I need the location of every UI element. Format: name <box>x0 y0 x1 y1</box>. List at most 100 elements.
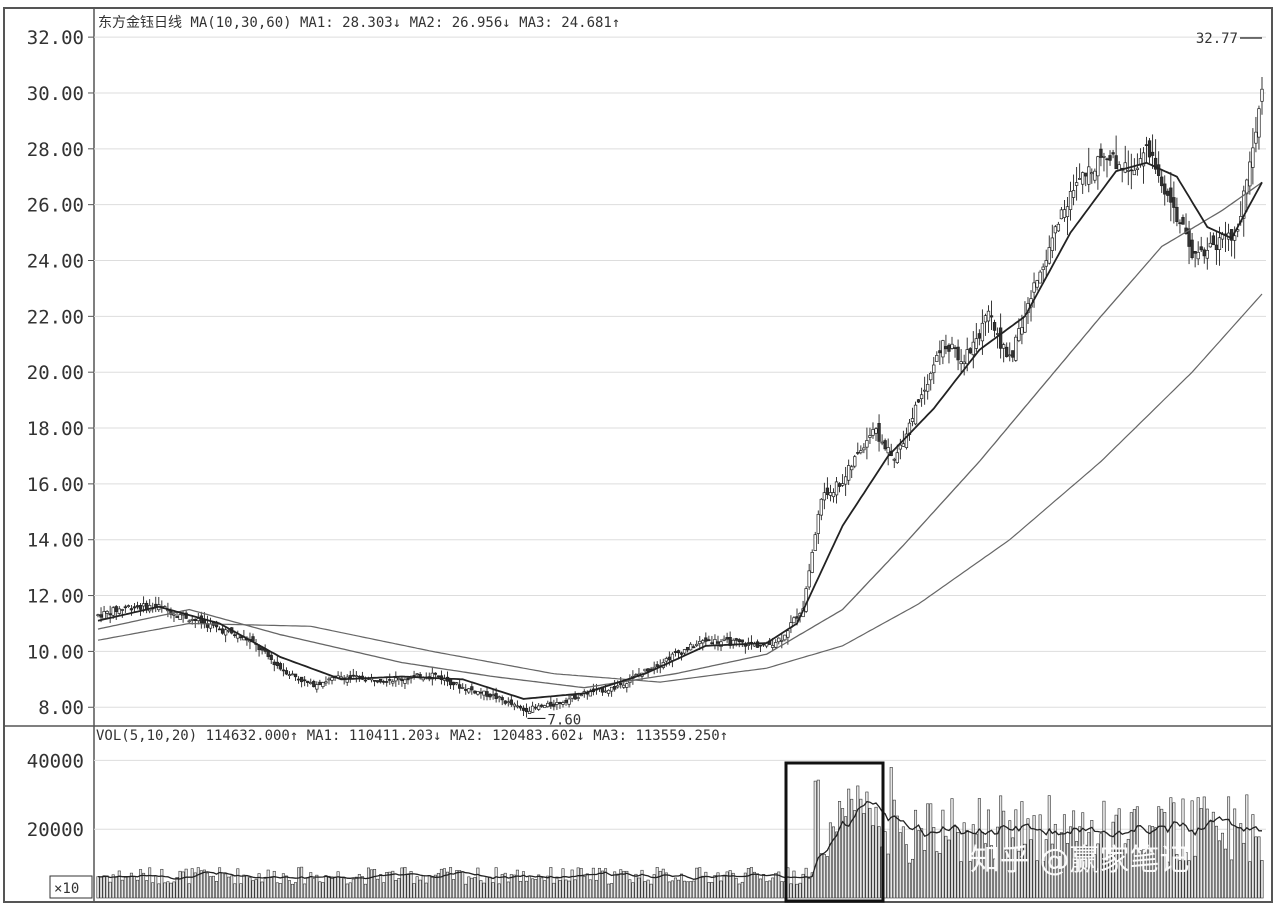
candle-body <box>761 643 766 646</box>
volume-bar <box>1166 861 1170 899</box>
volume-bar <box>643 881 647 899</box>
candle-body <box>1081 172 1085 185</box>
volume-bar <box>570 869 574 899</box>
volume-bar <box>506 881 510 899</box>
volume-bar <box>856 785 860 899</box>
volume-bar <box>126 876 130 899</box>
candle-body <box>372 679 377 682</box>
candle-body <box>175 616 179 618</box>
candle-body <box>1114 155 1118 170</box>
volume-bar <box>1020 801 1024 899</box>
volume-bar <box>1087 832 1091 899</box>
candle-body <box>135 605 140 608</box>
volume-bar <box>424 882 428 899</box>
volume-bar <box>464 883 468 899</box>
candle-body <box>980 322 985 342</box>
volume-bar <box>1208 821 1212 899</box>
candle-body <box>451 681 456 686</box>
volume-bar <box>634 873 638 899</box>
volume-bar <box>403 867 407 899</box>
candle-body <box>673 651 678 653</box>
candle-body <box>1105 158 1109 161</box>
volume-bar <box>1096 843 1100 899</box>
volume-bar <box>1062 814 1066 899</box>
candle-body <box>822 492 827 501</box>
volume-bar <box>567 880 571 899</box>
volume-bar <box>865 791 869 899</box>
volume-bar <box>944 835 948 899</box>
price-tick-label: 26.00 <box>27 195 84 217</box>
candle-body <box>509 699 513 705</box>
candle-body <box>500 697 504 701</box>
candle-body <box>989 315 994 318</box>
candle-body <box>625 683 629 688</box>
candle-body <box>497 696 501 699</box>
volume-bar <box>230 875 234 899</box>
candle-body <box>685 646 690 651</box>
volume-bar <box>917 830 921 899</box>
volume-bar <box>543 880 547 899</box>
volume-bar <box>1163 812 1167 899</box>
volume-bar <box>996 826 1000 899</box>
volume-bar <box>157 883 161 899</box>
volume-bar <box>503 872 507 899</box>
volume-bar <box>664 872 668 899</box>
volume-bar <box>248 877 252 899</box>
volume-bar <box>1126 838 1130 899</box>
volume-bar <box>555 877 559 899</box>
volume-bar <box>929 803 933 899</box>
price-header: 东方金钰日线 MA(10,30,60) MA1: 28.303↓ MA2: 26… <box>98 15 620 31</box>
volume-header: VOL(5,10,20) 114632.000↑ MA1: 110411.203… <box>96 728 728 744</box>
volume-bar <box>956 832 960 899</box>
volume-bar <box>771 877 775 899</box>
volume-bar <box>1056 850 1060 899</box>
candle-body <box>105 611 109 614</box>
candle-body <box>1175 206 1179 222</box>
volume-bar <box>382 882 386 899</box>
candle-body <box>859 450 863 454</box>
volume-tick-label: 40000 <box>27 750 84 772</box>
candle-body <box>1163 183 1167 195</box>
volume-bar <box>488 876 492 899</box>
candle-body <box>351 674 355 677</box>
volume-bar <box>1072 810 1076 899</box>
volume-bar <box>1093 854 1097 899</box>
volume-bar <box>1160 808 1164 899</box>
volume-bar <box>1029 839 1033 899</box>
price-tick-label: 32.00 <box>27 27 84 49</box>
candle-body <box>196 618 200 622</box>
volume-bar <box>1148 825 1152 899</box>
candle-body <box>956 346 960 361</box>
volume-bar <box>619 869 623 899</box>
candle-body <box>272 661 276 666</box>
candle-body <box>506 701 510 704</box>
volume-bar <box>1084 844 1088 899</box>
candle-body <box>430 672 434 680</box>
volume-bar <box>725 871 729 899</box>
volume-bar <box>947 839 951 899</box>
volume-bar <box>774 872 778 899</box>
candle-body <box>312 681 316 688</box>
volume-bar <box>594 879 598 899</box>
volume-bar <box>281 873 285 899</box>
volume-bar <box>1014 809 1018 899</box>
candle-body <box>394 677 398 682</box>
candle-body <box>117 608 121 614</box>
candle-body <box>1071 190 1076 198</box>
volume-bar <box>345 883 349 899</box>
volume-bar <box>1254 836 1258 899</box>
candle-body <box>290 673 295 676</box>
candle-body <box>521 707 526 711</box>
candle-body <box>293 673 298 678</box>
volume-bar <box>625 870 629 899</box>
volume-bar <box>160 868 164 899</box>
high-annotation-label: 32.77 <box>1196 31 1238 47</box>
candle-body <box>278 663 282 670</box>
volume-bar <box>1008 820 1012 899</box>
candle-body <box>141 603 146 607</box>
candle-body <box>284 670 289 675</box>
candle-body <box>1093 170 1097 181</box>
candle-body <box>454 682 459 685</box>
candle-body <box>758 644 763 647</box>
volume-bar <box>433 874 437 899</box>
